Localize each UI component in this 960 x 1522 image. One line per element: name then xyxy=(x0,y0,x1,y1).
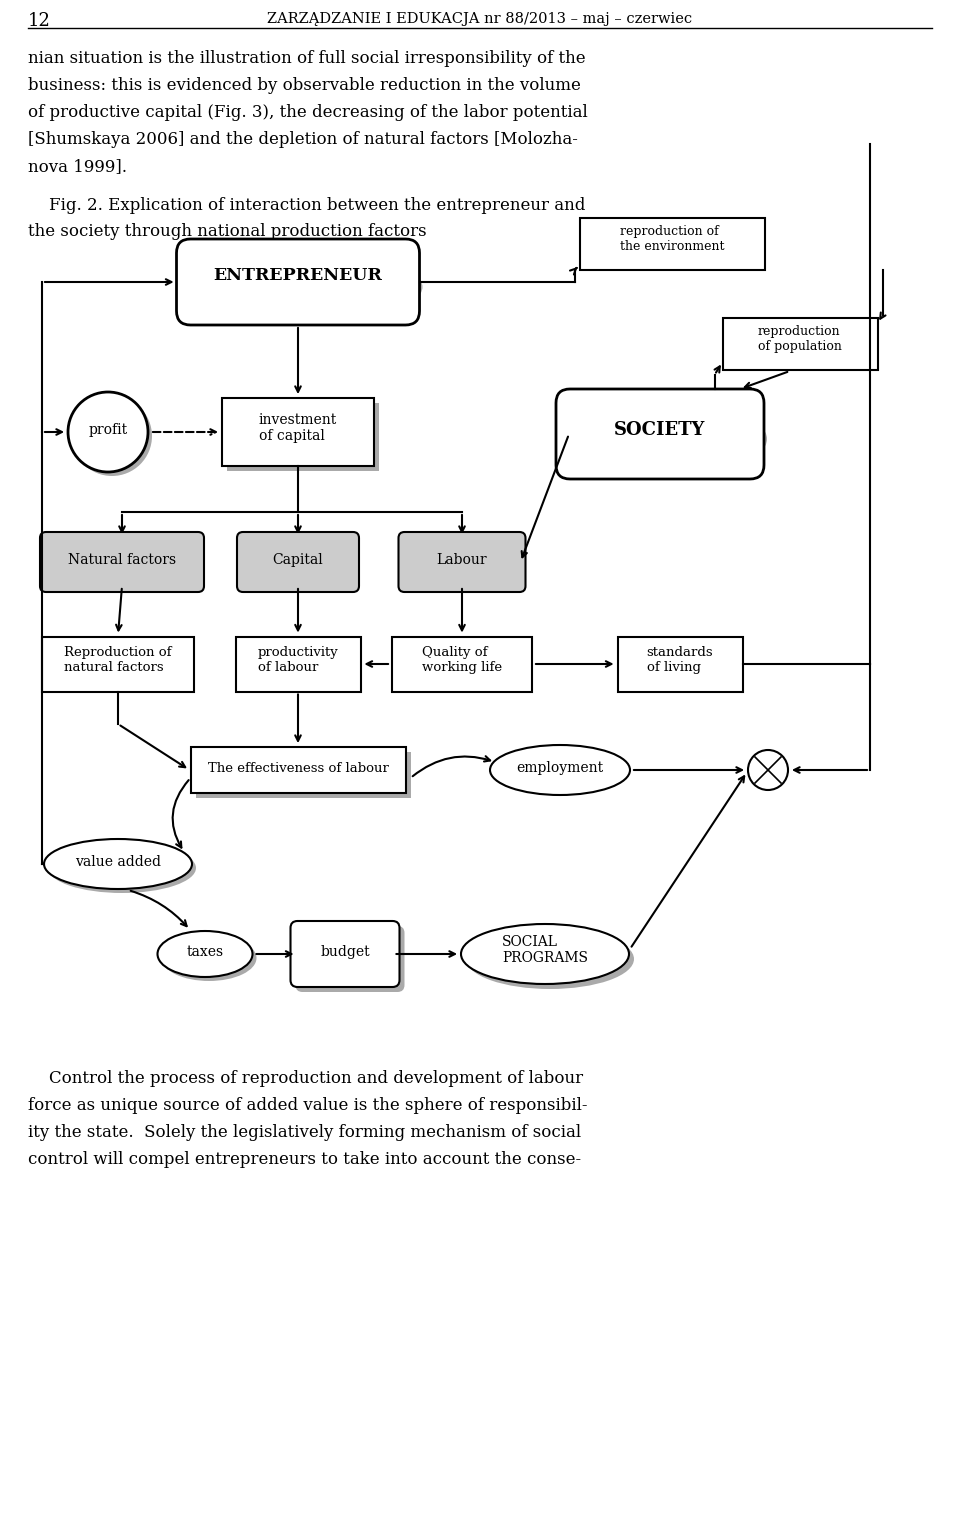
Text: investment
of capital: investment of capital xyxy=(259,412,337,443)
FancyBboxPatch shape xyxy=(296,925,404,992)
FancyBboxPatch shape xyxy=(40,533,204,592)
Text: [Shumskaya 2006] and the depletion of natural factors [Molozha-: [Shumskaya 2006] and the depletion of na… xyxy=(28,131,578,148)
Text: budget: budget xyxy=(321,945,370,959)
Text: standards
of living: standards of living xyxy=(647,645,713,674)
Text: control will compel entrepreneurs to take into account the conse-: control will compel entrepreneurs to tak… xyxy=(28,1151,581,1167)
Ellipse shape xyxy=(161,935,256,982)
Text: Reproduction of
natural factors: Reproduction of natural factors xyxy=(64,645,172,674)
FancyBboxPatch shape xyxy=(237,533,359,592)
Ellipse shape xyxy=(157,931,252,977)
Text: Natural factors: Natural factors xyxy=(68,552,176,568)
Ellipse shape xyxy=(183,251,422,323)
Text: Quality of
working life: Quality of working life xyxy=(422,645,502,674)
Bar xyxy=(392,636,532,691)
Text: reproduction of
the environment: reproduction of the environment xyxy=(620,225,724,253)
Text: taxes: taxes xyxy=(186,945,224,959)
Ellipse shape xyxy=(490,744,630,794)
Text: ity the state.  Solely the legislatively forming mechanism of social: ity the state. Solely the legislatively … xyxy=(28,1125,581,1142)
Text: employment: employment xyxy=(516,761,604,775)
Bar xyxy=(617,636,742,691)
Text: Capital: Capital xyxy=(273,552,324,568)
Ellipse shape xyxy=(563,400,767,476)
FancyBboxPatch shape xyxy=(291,921,399,986)
Text: The effectiveness of labour: The effectiveness of labour xyxy=(207,761,389,775)
Text: business: this is evidenced by observable reduction in the volume: business: this is evidenced by observabl… xyxy=(28,78,581,94)
Text: SOCIETY: SOCIETY xyxy=(614,422,706,438)
Bar xyxy=(723,318,877,370)
Ellipse shape xyxy=(48,843,196,893)
Text: Labour: Labour xyxy=(437,552,488,568)
Text: reproduction
of population: reproduction of population xyxy=(758,326,842,353)
Ellipse shape xyxy=(44,839,192,889)
Ellipse shape xyxy=(466,928,634,989)
Text: the society through national production factors: the society through national production … xyxy=(28,224,426,240)
Bar xyxy=(196,752,411,798)
Text: force as unique source of added value is the sphere of responsibil-: force as unique source of added value is… xyxy=(28,1097,588,1114)
Bar xyxy=(190,747,405,793)
FancyBboxPatch shape xyxy=(398,533,525,592)
Text: profit: profit xyxy=(88,423,128,437)
Circle shape xyxy=(72,396,152,476)
FancyBboxPatch shape xyxy=(556,390,764,479)
Ellipse shape xyxy=(461,924,629,985)
Text: ENTREPRENEUR: ENTREPRENEUR xyxy=(213,268,382,285)
Bar xyxy=(42,636,194,691)
Text: value added: value added xyxy=(75,855,161,869)
Text: productivity
of labour: productivity of labour xyxy=(257,645,338,674)
Circle shape xyxy=(68,393,148,472)
Text: of productive capital (Fig. 3), the decreasing of the labor potential: of productive capital (Fig. 3), the decr… xyxy=(28,103,588,122)
Text: ZARZĄDZANIE I EDUKACJA nr 88/2013 – maj – czerwiec: ZARZĄDZANIE I EDUKACJA nr 88/2013 – maj … xyxy=(268,12,692,26)
Text: 12: 12 xyxy=(28,12,51,30)
Text: Control the process of reproduction and development of labour: Control the process of reproduction and … xyxy=(28,1070,583,1087)
Bar xyxy=(580,218,764,269)
Bar xyxy=(227,403,379,470)
Text: nian situation is the illustration of full social irresponsibility of the: nian situation is the illustration of fu… xyxy=(28,50,586,67)
FancyBboxPatch shape xyxy=(177,239,420,326)
Text: nova 1999].: nova 1999]. xyxy=(28,158,127,175)
Text: Fig. 2. Explication of interaction between the entrepreneur and: Fig. 2. Explication of interaction betwe… xyxy=(28,196,586,215)
Circle shape xyxy=(748,750,788,790)
Text: SOCIAL
PROGRAMS: SOCIAL PROGRAMS xyxy=(502,935,588,965)
Bar xyxy=(235,636,361,691)
Bar xyxy=(222,397,374,466)
